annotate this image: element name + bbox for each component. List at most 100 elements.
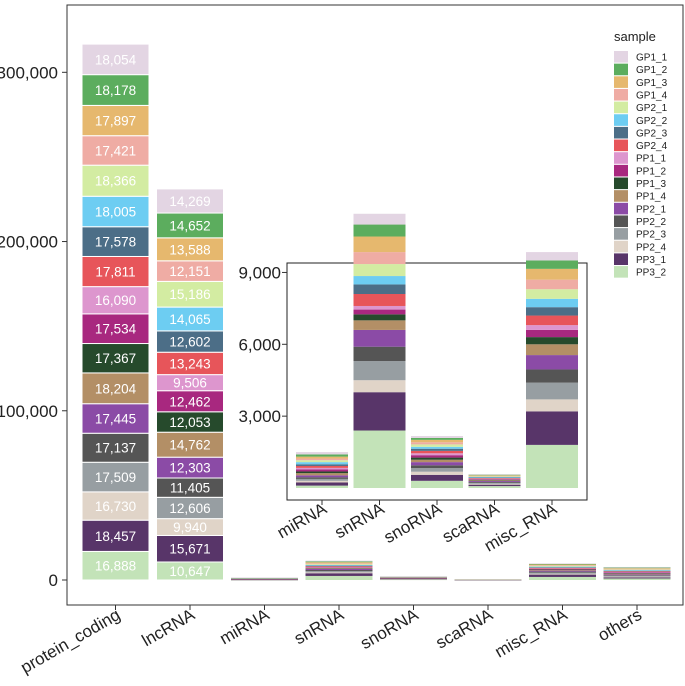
inset-bar-segment-snoRNA-GP2_3	[411, 448, 463, 451]
inset-bar-segment-snoRNA-GP1_4	[411, 442, 463, 445]
bar-segment-protein_coding-GP1_1	[81, 43, 150, 76]
bar-segment-snRNA-GP1_3	[305, 562, 373, 564]
legend-item: PP3_2	[614, 266, 666, 279]
inset-bar-segment-snoRNA-GP1_3	[411, 439, 463, 443]
legend-label: PP1_4	[636, 192, 666, 203]
bar-segment-snoRNA-GP1_1	[380, 576, 447, 577]
legend-swatch	[614, 63, 628, 76]
inset-bar-segment-snRNA-PP1_1	[353, 305, 406, 310]
data-label: 12,606	[169, 501, 210, 516]
bar-segment-snoRNA-PP3_2	[380, 579, 447, 581]
inset-bar-segment-snRNA-PP1_4	[353, 320, 406, 330]
inset-bar-segment-misc_RNA-PP2_2	[526, 369, 578, 383]
data-label: 18,204	[95, 381, 137, 396]
inset-bar-segment-scaRNA-PP3_2	[468, 486, 521, 488]
bar-segment-snRNA-PP3_2	[305, 575, 373, 580]
main-x-axis-labels: protein_coding lncRNA miRNA snRNA snoRNA scaR…	[17, 605, 645, 678]
data-label: 12,053	[169, 415, 210, 430]
inset-bar-segment-miRNA-GP2_3	[296, 464, 348, 466]
data-label: 11,405	[170, 481, 210, 496]
inset-bar-segment-miRNA-GP2_4	[296, 465, 348, 468]
legend-label: GP1_3	[636, 78, 668, 89]
data-label: 12,151	[169, 264, 210, 279]
bar-segment-others-PP1_3	[603, 573, 671, 574]
bar-segment-others-GP1_1	[603, 566, 671, 568]
legend-label: PP1_1	[636, 154, 666, 165]
legend-label: PP2_3	[636, 230, 666, 241]
bar-segment-protein_coding-GP1_4	[81, 135, 150, 166]
inset-bar-segment-snRNA-PP3_2	[353, 430, 406, 488]
bar-stack-others	[603, 566, 671, 580]
bar-segment-misc_RNA-GP1_2	[529, 563, 596, 565]
bar-segment-others-GP1_3	[603, 568, 671, 569]
inset-bar-segment-scaRNA-PP2_1	[468, 481, 521, 483]
bar-segment-snRNA-GP1_1	[305, 560, 373, 562]
inset-bar-segment-snoRNA-PP2_2	[411, 465, 463, 469]
legend-label: GP1_4	[636, 90, 668, 101]
inset-bar-segment-snoRNA-GP1_1	[411, 436, 463, 438]
inset-bar-segment-scaRNA-GP2_2	[468, 476, 521, 478]
bar-segment-misc_RNA-PP1_4	[529, 569, 596, 571]
inset-bar-stack-miRNA	[296, 452, 348, 488]
legend-item: PP2_3	[614, 228, 666, 241]
inset-bar-segment-snoRNA-PP3_1	[411, 474, 463, 481]
bar-segment-protein_coding-GP2_3	[81, 226, 150, 257]
bar-segment-misc_RNA-PP2_2	[529, 571, 596, 573]
legend-swatch	[614, 114, 628, 126]
bar-segment-misc_RNA-GP2_4	[529, 567, 596, 569]
inset-bar-segment-snRNA-PP3_1	[353, 392, 406, 431]
inset-bar-segment-snRNA-GP2_2	[353, 276, 406, 285]
bar-segment-others-PP2_2	[603, 575, 671, 576]
legend-swatch	[614, 126, 628, 139]
data-label: 17,137	[95, 441, 136, 456]
legend-item: GP2_3	[614, 126, 668, 139]
inset-bar-segment-misc_RNA-GP1_4	[526, 279, 578, 290]
inset-bar-segment-scaRNA-GP1_3	[468, 475, 521, 476]
legend-swatch	[614, 177, 628, 190]
data-label: 18,457	[95, 529, 136, 544]
inset-bar-segment-snRNA-GP1_2	[353, 224, 406, 237]
inset-bar-segment-misc_RNA-GP2_4	[526, 315, 578, 326]
inset-bar-segment-scaRNA-PP2_4	[468, 483, 521, 485]
bar-segment-misc_RNA-PP2_3	[529, 572, 596, 574]
inset-bar-segment-snoRNA-PP2_4	[411, 471, 463, 475]
bar-segment-misc_RNA-PP3_1	[529, 574, 596, 577]
legend-swatch	[614, 190, 628, 202]
inset-bar-segment-misc_RNA-GP2_1	[526, 289, 578, 299]
bar-segment-misc_RNA-PP3_2	[529, 576, 596, 580]
data-label: 18,005	[95, 204, 136, 219]
data-label: 17,897	[95, 114, 136, 129]
legend-item: PP1_3	[614, 177, 666, 190]
data-label: 16,090	[95, 293, 136, 308]
data-label: 14,762	[169, 438, 210, 453]
x-tick-label: misc_RNA	[491, 605, 571, 662]
legend-swatch	[614, 51, 628, 63]
inset-bar-segment-snoRNA-GP2_4	[411, 450, 463, 454]
inset-bar-segment-miRNA-PP2_4	[296, 480, 348, 483]
inset-bar-segment-miRNA-PP2_1	[296, 475, 348, 478]
data-label: 14,652	[169, 218, 210, 233]
inset-y-tick-label: 3,000	[238, 407, 281, 426]
inset-bar-stack-scaRNA	[468, 474, 521, 488]
bar-segment-protein_coding-GP1_3	[81, 104, 150, 137]
bar-segment-misc_RNA-PP1_3	[529, 569, 596, 570]
bar-segment-lncRNA-PP1_4	[156, 431, 224, 458]
inset-bar-segment-misc_RNA-GP1_3	[526, 268, 578, 280]
inset-bar-segment-misc_RNA-PP3_1	[526, 411, 578, 445]
inset-bar-segment-snoRNA-PP1_3	[411, 457, 463, 460]
inset-y-tick-label: 9,000	[238, 263, 281, 282]
inset-bar-segment-scaRNA-PP1_3	[468, 479, 521, 481]
legend-swatch	[614, 215, 628, 228]
legend: sampleGP1_1GP1_2GP1_3GP1_4GP2_1GP2_2GP2_…	[614, 29, 668, 279]
inset-bar-stack-misc_RNA	[526, 252, 578, 488]
legend-label: PP2_4	[636, 242, 666, 253]
bar-segment-snRNA-PP2_1	[305, 568, 373, 571]
legend-swatch	[614, 164, 628, 177]
inset-y-tick-label: 6,000	[238, 335, 281, 354]
inset-bar-segment-misc_RNA-PP2_4	[526, 399, 578, 412]
legend-item: PP1_4	[614, 190, 666, 203]
inset-x-tick-label: snoRNA	[381, 499, 446, 547]
inset-bar-segment-snoRNA-PP1_1	[411, 453, 463, 456]
bar-segment-snRNA-PP1_3	[305, 567, 373, 569]
